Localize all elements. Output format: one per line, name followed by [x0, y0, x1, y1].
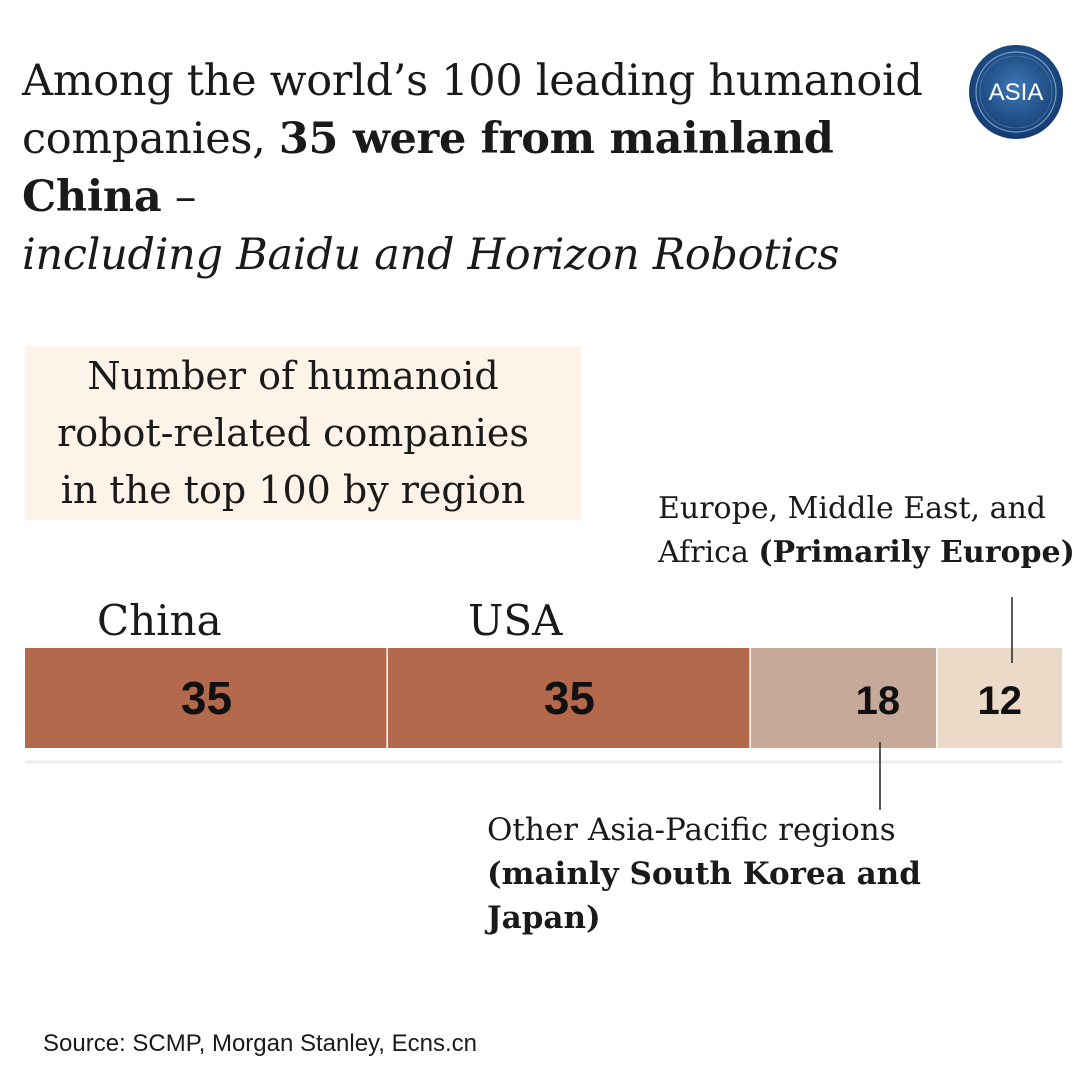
asia-logo-text: ASIA — [989, 79, 1044, 106]
annotation-apac-line2: (mainly South Korea and — [487, 856, 921, 892]
bar-segment-china — [25, 648, 388, 748]
subtitle-line2: robot-related companies — [57, 411, 529, 455]
source-note: Source: SCMP, Morgan Stanley, Ecns.cn — [43, 1030, 477, 1057]
headline-line1: Among the world’s 100 leading humanoid — [22, 56, 923, 106]
headline-line2-bold: 35 were from mainland China — [22, 114, 834, 222]
bar-segment-apac — [750, 648, 938, 748]
annotation-apac-line3: Japan) — [487, 900, 601, 936]
annotation-apac: Other Asia-Pacific regions (mainly South… — [487, 808, 937, 940]
value-label-usa: 35 — [544, 672, 595, 724]
asia-logo: ASIA — [969, 45, 1063, 139]
value-label-china: 35 — [181, 672, 232, 724]
value-label-emea: 12 — [978, 679, 1023, 723]
headline-line2-regular: companies, — [22, 114, 279, 164]
headline-line3-italic: including Baidu and Horizon Robotics — [22, 230, 840, 280]
annotation-emea-line2-bold: (Primarily Europe) — [758, 535, 1075, 570]
bar-segment-usa — [387, 648, 751, 748]
category-label-china: China — [97, 596, 222, 645]
headline-line2-dash: – — [161, 172, 197, 222]
bar-segment-emea — [937, 648, 1062, 748]
annotation-emea: Europe, Middle East, and Africa (Primari… — [658, 487, 1078, 575]
subtitle-line3: in the top 100 by region — [60, 468, 526, 512]
annotation-emea-line1: Europe, Middle East, and — [658, 491, 1046, 526]
chart-subtitle: Number of humanoid robot-related compani… — [25, 348, 561, 519]
annotation-apac-line1: Other Asia-Pacific regions — [487, 812, 896, 848]
value-label-apac: 18 — [856, 679, 901, 723]
subtitle-box: Number of humanoid robot-related compani… — [25, 346, 581, 520]
subtitle-line1: Number of humanoid — [87, 354, 499, 398]
headline: Among the world’s 100 leading humanoid c… — [22, 52, 952, 284]
category-label-usa: USA — [468, 596, 563, 645]
annotation-emea-line2: Africa — [658, 535, 759, 570]
